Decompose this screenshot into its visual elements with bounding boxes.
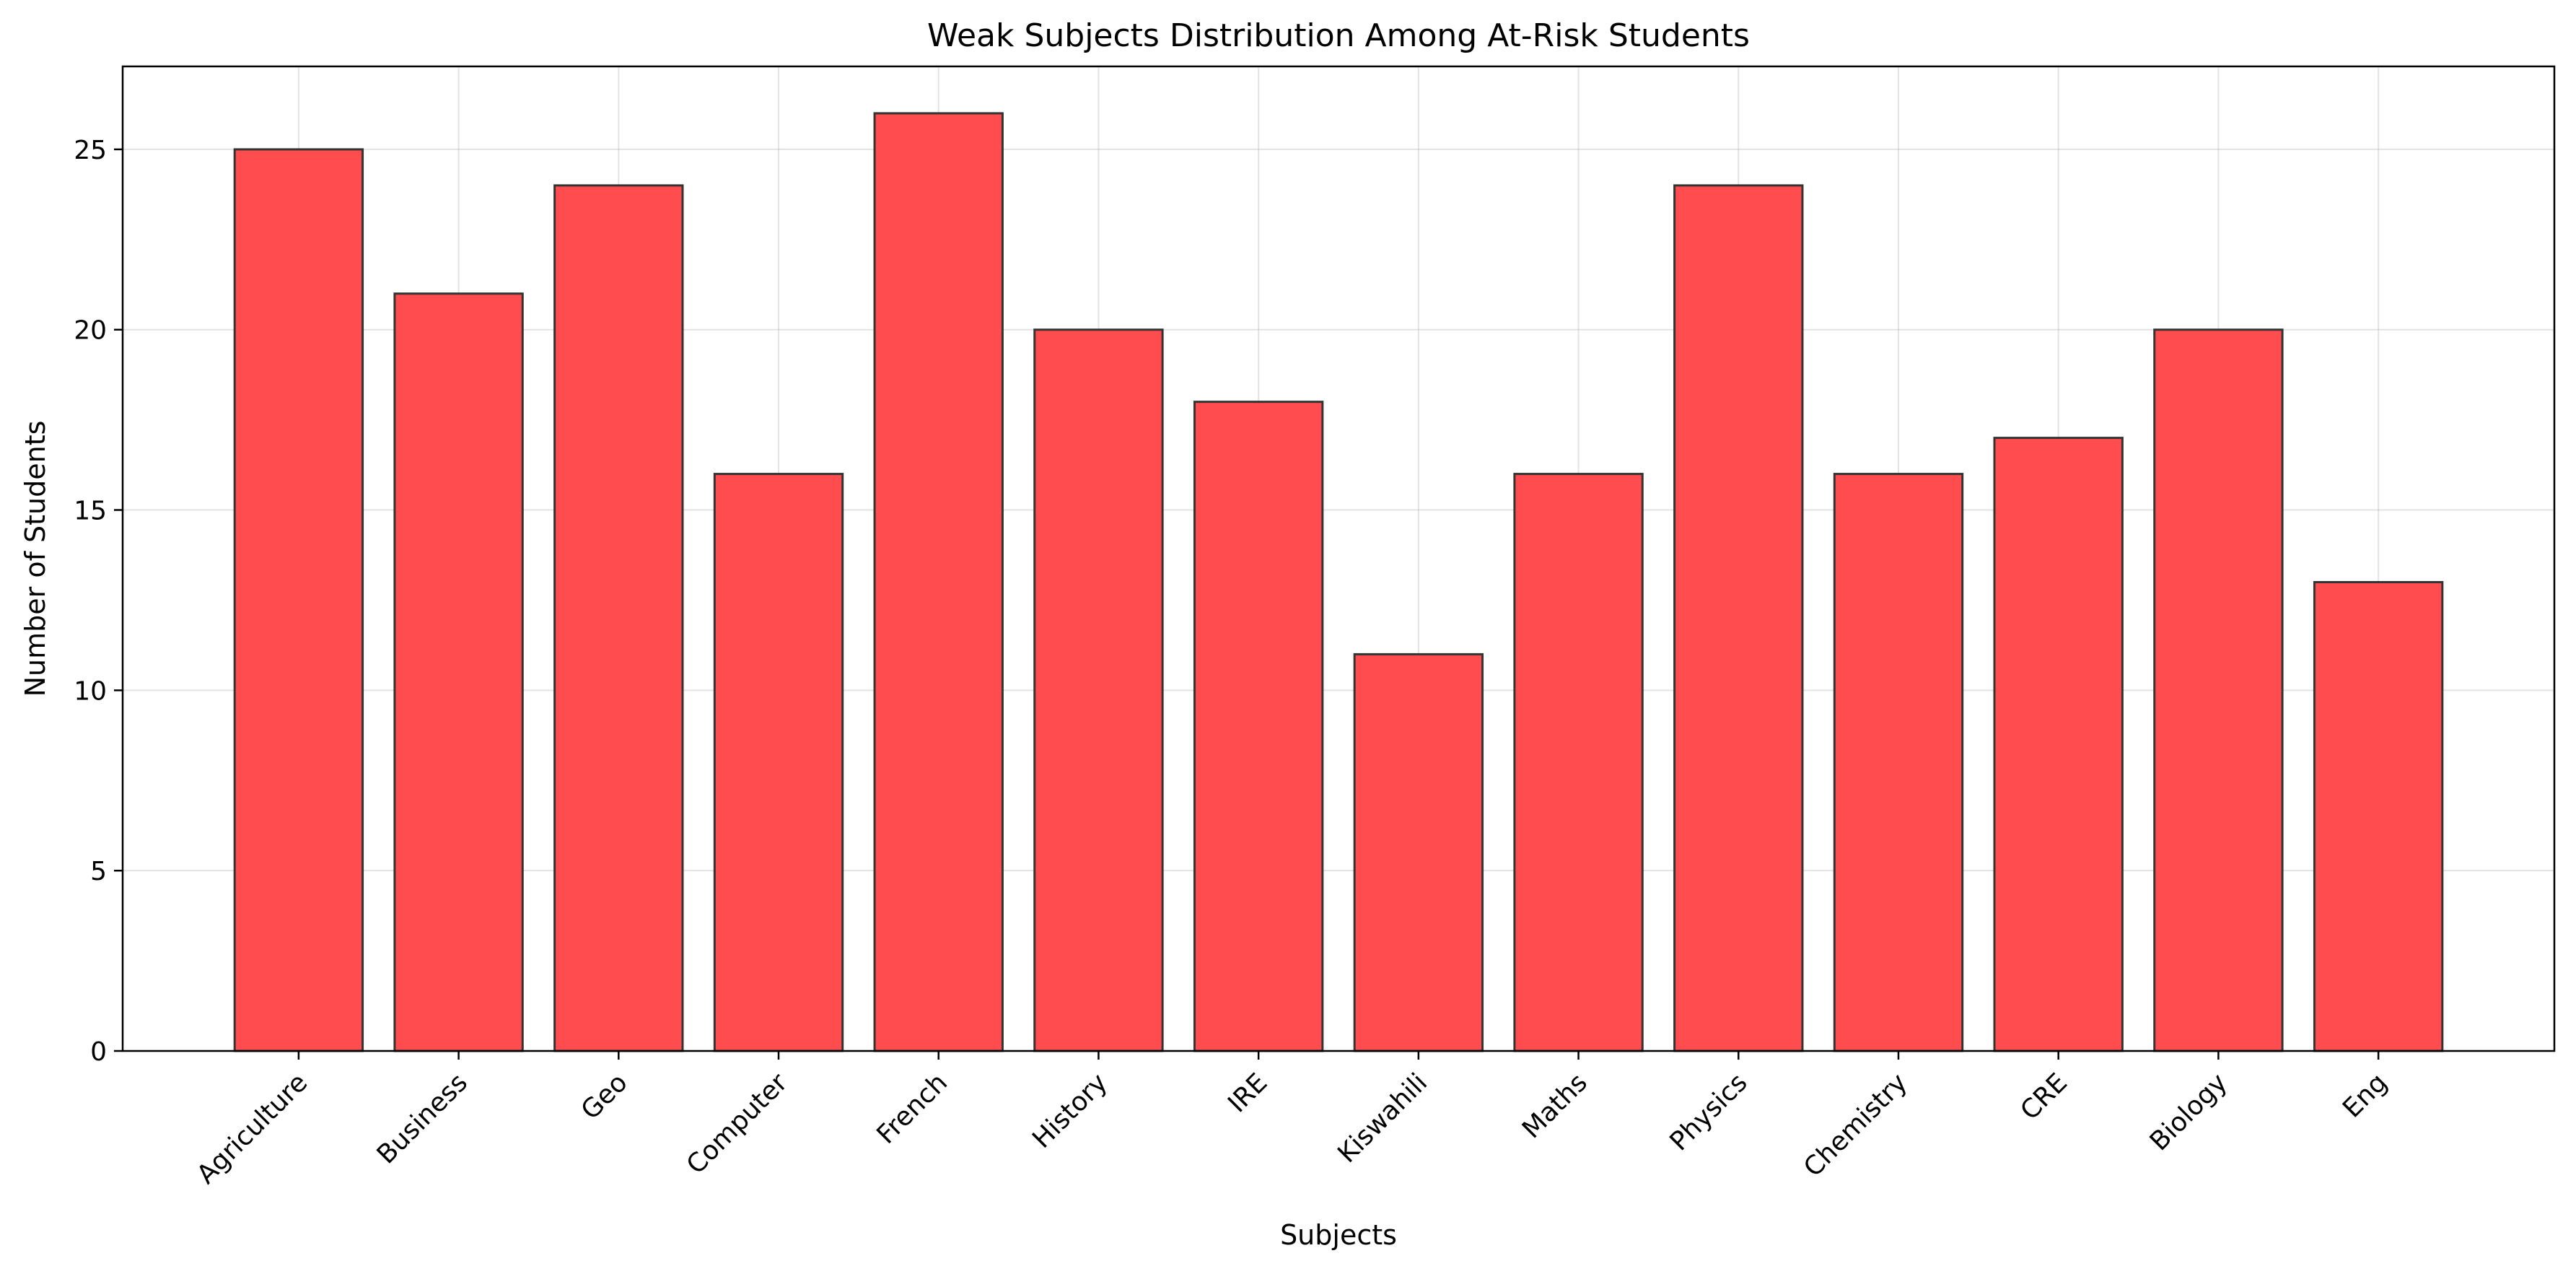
- x-tick-label: Physics: [1665, 1068, 1753, 1156]
- y-tick-label: 0: [90, 1037, 107, 1067]
- bar-eng: [2313, 580, 2444, 1052]
- x-tick-label: IRE: [1222, 1068, 1273, 1118]
- bars: [233, 112, 2444, 1052]
- bar-biology: [2153, 328, 2284, 1052]
- y-axis: 0 5 10 15 20 25: [74, 136, 123, 1067]
- bar-french: [873, 112, 1004, 1052]
- x-tick-label: History: [1027, 1068, 1113, 1154]
- y-tick-label: 25: [74, 136, 107, 165]
- y-tick-label: 10: [74, 676, 107, 706]
- chart-title: Weak Subjects Distribution Among At-Risk…: [927, 17, 1750, 54]
- y-tick-label: 15: [74, 497, 107, 526]
- x-tick-label: Chemistry: [1798, 1068, 1913, 1182]
- x-tick-label: CRE: [2015, 1068, 2074, 1126]
- bar-physics: [1673, 184, 1804, 1052]
- y-axis-label: Number of Students: [19, 421, 51, 697]
- x-axis-label: Subjects: [1280, 1219, 1397, 1251]
- bar-cre: [1993, 437, 2124, 1052]
- bar-computer: [713, 473, 844, 1052]
- y-tick-label: 20: [74, 316, 107, 346]
- bar-maths: [1513, 473, 1644, 1052]
- bar-business: [393, 292, 524, 1052]
- plot-frame: [121, 65, 2556, 1052]
- x-tick-label: Geo: [576, 1068, 634, 1125]
- bar-history: [1033, 328, 1164, 1052]
- bar-kiswahili: [1353, 653, 1484, 1052]
- bar-geo: [553, 184, 684, 1052]
- x-tick-label: French: [871, 1068, 953, 1150]
- x-tick-label: Maths: [1517, 1068, 1593, 1144]
- bar-agriculture: [233, 148, 364, 1052]
- x-tick-label: Kiswahili: [1332, 1068, 1433, 1169]
- x-tick-label: Business: [372, 1068, 473, 1169]
- x-tick-label: Computer: [681, 1068, 794, 1180]
- x-tick-label: Agriculture: [191, 1068, 313, 1190]
- bar-chemistry: [1833, 473, 1964, 1052]
- x-tick-label: Eng: [2337, 1068, 2393, 1123]
- x-axis: Agriculture Business Geo Computer French Hist…: [191, 1051, 2393, 1190]
- y-tick-label: 5: [90, 857, 107, 886]
- x-tick-label: Biology: [2145, 1068, 2233, 1156]
- bar-ire: [1193, 401, 1324, 1052]
